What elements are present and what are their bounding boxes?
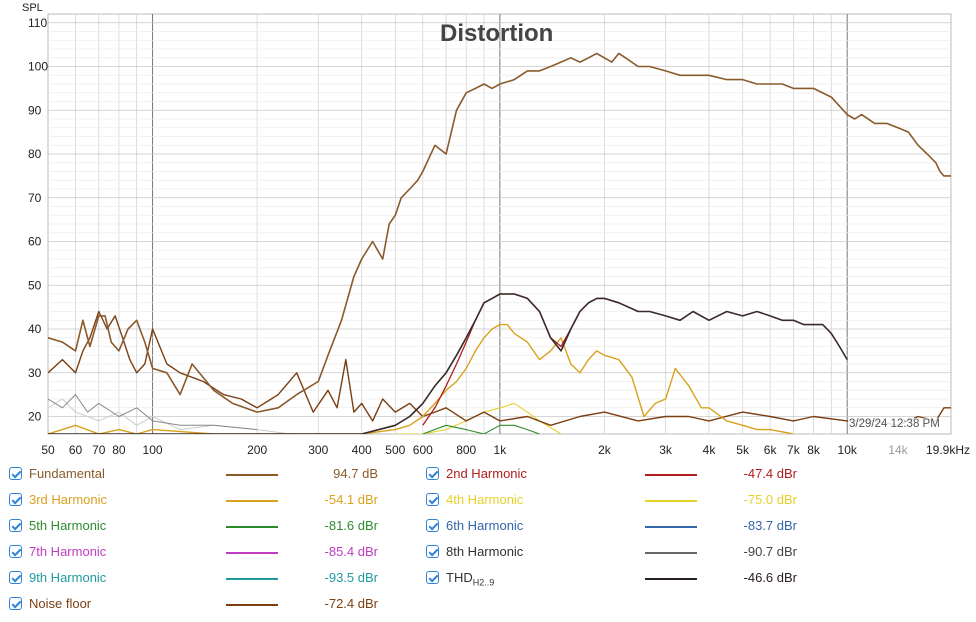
x-tick-label: 3k [659,443,673,457]
y-tick-label: 70 [28,191,42,205]
y-tick-label: 110 [28,16,47,30]
x-tick-label: 4k [703,443,717,457]
series-8th-harmonic [48,394,258,431]
timestamp: 3/29/24 12:38 PM [848,418,941,430]
y-tick-label: 80 [28,147,42,161]
legend-checkbox-6th-harmonic[interactable] [426,519,439,532]
legend-swatch-8th-harmonic [645,552,697,554]
legend-value-2nd-harmonic: -47.4 dBr [743,466,797,481]
x-tick-label: 100 [143,443,163,457]
y-tick-label: 20 [28,410,42,424]
y-axis-label: SPL [22,2,43,14]
y-tick-label: 50 [28,278,42,292]
legend-value-4th-harmonic: -75.0 dBr [743,492,797,507]
legend-label-5th-harmonic: 5th Harmonic [29,518,107,533]
chart-title: Distortion [440,20,554,47]
x-tick-label: 14k [888,443,908,457]
legend-checkbox-2nd-harmonic[interactable] [426,467,439,480]
legend-value-3rd-harmonic: -54.1 dBr [324,492,378,507]
legend-label-2nd-harmonic: 2nd Harmonic [446,466,527,481]
x-tick-label: 200 [247,443,267,457]
x-tick-label: 400 [352,443,372,457]
legend-swatch-2nd-harmonic [645,474,697,476]
legend-checkbox-5th-harmonic[interactable] [9,519,22,532]
legend-swatch-6th-harmonic [645,526,697,528]
legend-value-5th-harmonic: -81.6 dBr [324,518,378,533]
x-tick-label: 10k [838,443,858,457]
legend-swatch-3rd-harmonic [226,500,278,502]
series-3rd-harmonic [48,323,794,434]
legend-swatch-7th-harmonic [226,552,278,554]
legend-value-9th-harmonic: -93.5 dBr [324,570,378,585]
series-5th-harmonic [422,424,540,434]
x-tick-label: 6k [764,443,778,457]
legend-label-thd: THDH2..9 [446,570,495,588]
x-tick-label: 500 [385,443,405,457]
legend-value-fundamental: 94.7 dB [333,466,378,481]
x-tick-label: 7k [787,443,801,457]
legend-swatch-thd [645,578,697,580]
legend-value-8th-harmonic: -90.7 dBr [743,544,797,559]
x-tick-label: 60 [69,443,83,457]
x-tick-label: 50 [41,443,55,457]
x-tick-label: 70 [92,443,106,457]
legend-swatch-5th-harmonic [226,526,278,528]
legend-swatch-noise-floor [226,604,278,606]
distortion-chart: 20 30 40 50 60 70 80 90 100 110 50 60 70 80 100 200 300 4… [28,13,970,457]
legend-checkbox-noise-floor[interactable] [9,597,22,610]
x-tick-label: 300 [308,443,328,457]
y-tick-label: 90 [28,103,42,117]
legend-value-noise-floor: -72.4 dBr [324,596,378,611]
x-tick-label: 8k [807,443,821,457]
legend-label-6th-harmonic: 6th Harmonic [446,518,524,533]
legend-checkbox-4th-harmonic[interactable] [426,493,439,506]
legend-checkbox-fundamental[interactable] [9,467,22,480]
legend-label-7th-harmonic: 7th Harmonic [29,544,107,559]
x-tick-label: 19.9kHz [926,443,970,457]
x-tick-label: 2k [598,443,612,457]
legend-swatch-9th-harmonic [226,578,278,580]
legend-label-fundamental: Fundamental [29,466,105,481]
series-4th-harmonic [395,402,562,434]
x-tick-label: 5k [736,443,750,457]
legend-label-8th-harmonic: 8th Harmonic [446,544,524,559]
legend-value-6th-harmonic: -83.7 dBr [743,518,797,533]
series-fundamental [48,52,951,413]
y-tick-label: 30 [28,366,42,380]
legend-checkbox-3rd-harmonic[interactable] [9,493,22,506]
x-tick-label: 800 [456,443,476,457]
legend: Fundamental 94.7 dB 2nd Harmonic -47.4 dBr 3… [0,460,976,620]
legend-value-thd: -46.6 dBr [743,570,797,585]
legend-label-3rd-harmonic: 3rd Harmonic [29,492,108,507]
y-tick-label: 100 [28,60,48,74]
series-thd-h2-9 [48,293,848,434]
y-tick-label: 40 [28,322,42,336]
legend-value-7th-harmonic: -85.4 dBr [324,544,378,559]
legend-label-9th-harmonic: 9th Harmonic [29,570,107,585]
legend-checkbox-9th-harmonic[interactable] [9,571,22,584]
legend-checkbox-thd[interactable] [426,571,439,584]
x-tick-label: 80 [112,443,126,457]
x-tick-label: 600 [413,443,433,457]
legend-checkbox-8th-harmonic[interactable] [426,545,439,558]
legend-label-noise-floor: Noise floor [29,596,92,611]
x-tick-label: 1k [494,443,508,457]
legend-checkbox-7th-harmonic[interactable] [9,545,22,558]
legend-swatch-fundamental [226,474,278,476]
legend-label-4th-harmonic: 4th Harmonic [446,492,524,507]
y-tick-label: 60 [28,235,42,249]
series-noise-floor [48,310,951,426]
legend-swatch-4th-harmonic [645,500,697,502]
